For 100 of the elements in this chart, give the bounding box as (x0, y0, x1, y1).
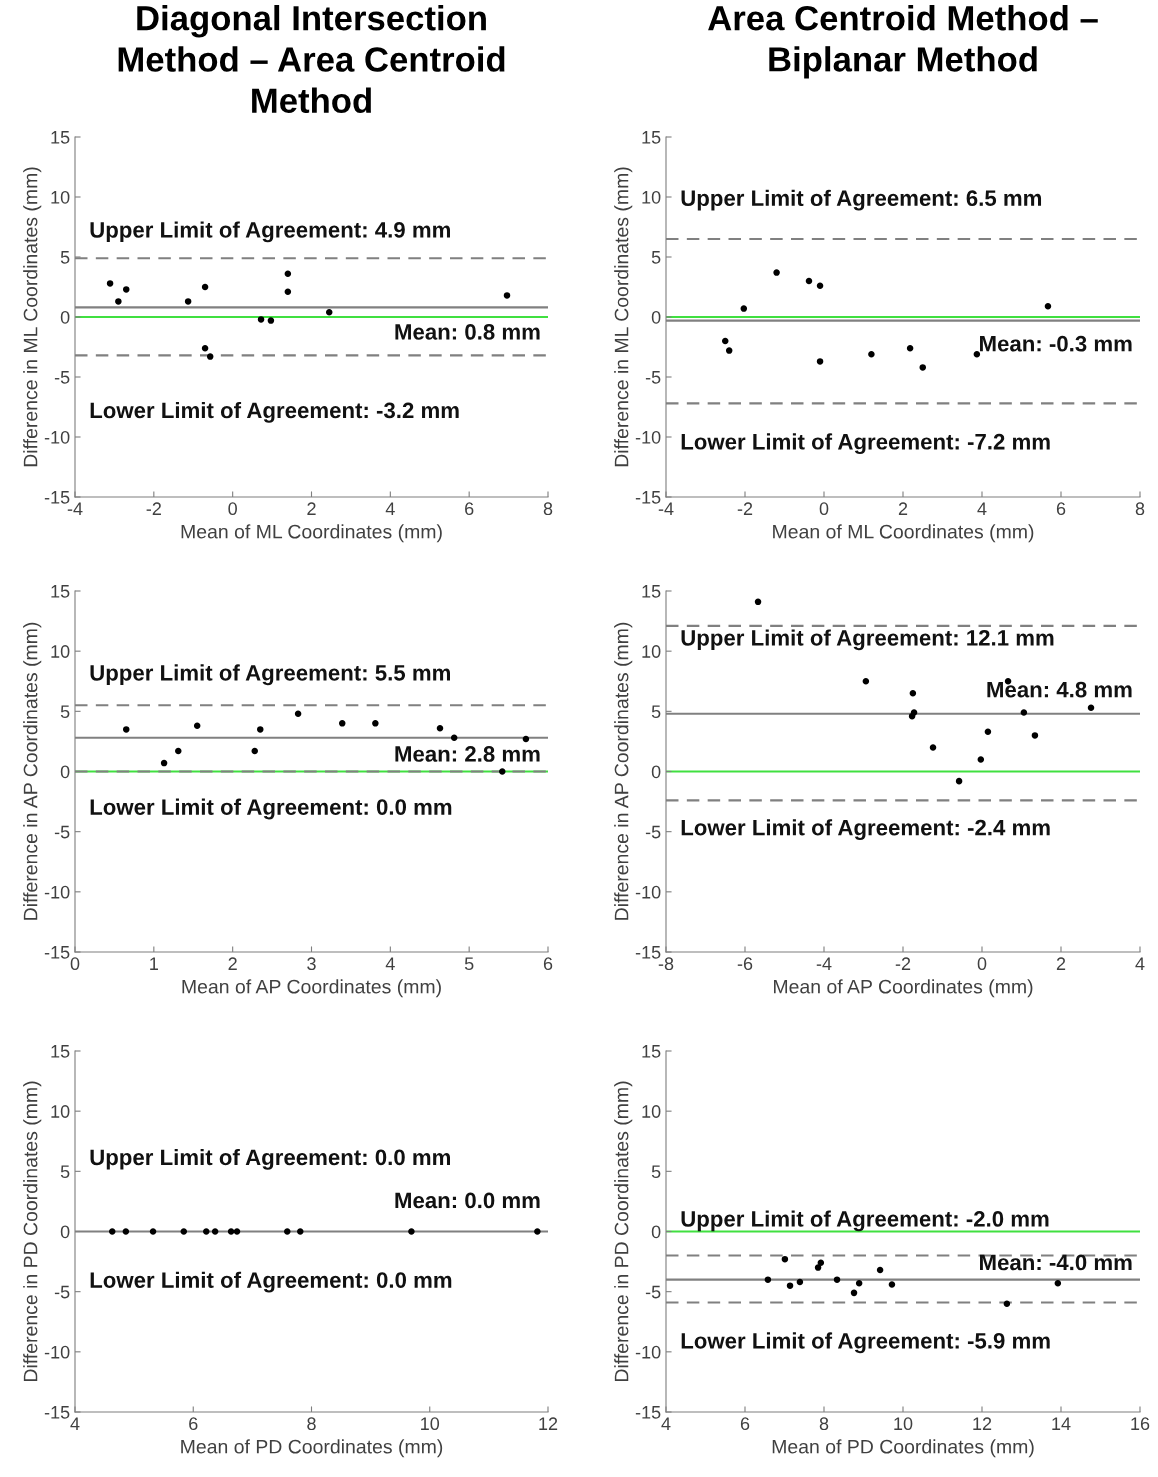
point (122, 286, 130, 293)
point (817, 1259, 825, 1267)
point (781, 1255, 789, 1263)
point (855, 1279, 863, 1287)
y-axis-title: Difference in PD Coordinates (mm) (614, 1081, 633, 1382)
x-tick-label: 8 (819, 1417, 829, 1431)
x-tick-label: 4 (977, 502, 987, 515)
y-tick-label: -5 (54, 1285, 70, 1299)
point (833, 1276, 841, 1283)
point (929, 744, 937, 751)
y-tick-label: 5 (60, 1165, 70, 1179)
y-tick-label: 10 (642, 645, 661, 658)
x-tick-label: 8 (543, 502, 553, 516)
y-tick-label: 15 (642, 1045, 661, 1058)
point (122, 726, 130, 733)
y-tick-label: -15 (635, 1406, 661, 1419)
y-tick-label: 10 (51, 1105, 70, 1118)
y-tick-label: 15 (51, 585, 70, 598)
y-tick-label: -5 (54, 371, 70, 384)
y-axis-title: Difference in AP Coordinates (mm) (614, 622, 633, 920)
x-tick-label: -4 (658, 502, 674, 515)
point (816, 358, 824, 365)
point (1031, 732, 1039, 739)
x-tick-label: 3 (307, 957, 316, 971)
y-tick-label: 10 (51, 190, 70, 204)
point (522, 735, 530, 743)
x-tick-label: 8 (307, 1417, 316, 1431)
y-tick-label: -15 (44, 491, 70, 504)
point (257, 726, 264, 733)
y-tick-label: 10 (51, 645, 70, 658)
ref-line-label: Lower Limit of Agreement: -5.9 mm (681, 1332, 1050, 1354)
point (850, 1289, 858, 1297)
y-tick-label: 15 (51, 131, 70, 144)
point (450, 734, 458, 742)
ref-line-label: Lower Limit of Agreement: -3.2 mm (90, 401, 459, 423)
x-tick-label: 10 (421, 1417, 440, 1431)
x-axis-title: Mean of AP Coordinates (mm) (182, 979, 441, 998)
y-tick-label: 15 (642, 585, 661, 598)
x-tick-label: 14 (1052, 1417, 1071, 1430)
point (786, 1282, 794, 1289)
x-tick-label: 0 (70, 957, 80, 971)
point (754, 598, 762, 606)
y-axis-title: Difference in ML Coordinates (mm) (614, 167, 633, 467)
x-tick-label: -2 (737, 502, 753, 515)
x-tick-label: -4 (816, 957, 832, 970)
x-tick-label: 6 (543, 957, 553, 971)
ref-line-label: Mean: 0.8 mm (395, 324, 540, 340)
y-tick-label: -5 (645, 825, 661, 839)
y-tick-label: -5 (645, 1285, 661, 1299)
ref-line-label: Upper Limit of Agreement: 6.5 mm (681, 189, 1042, 211)
x-tick-label: 0 (977, 957, 987, 971)
x-tick-label: 2 (307, 502, 316, 515)
chart-title: Diagonal Intersection Method – Area Centroid Method (118, 5, 505, 114)
x-tick-label: -2 (146, 502, 161, 515)
y-tick-label: 5 (651, 251, 661, 264)
ref-line-label: Upper Limit of Agreement: -2.0 mm (681, 1210, 1049, 1232)
point (267, 317, 275, 324)
x-axis-title: Mean of ML Coordinates (mm) (181, 524, 442, 543)
x-axis-title: Mean of ML Coordinates (mm) (773, 524, 1034, 543)
y-tick-label: 0 (651, 765, 661, 779)
y-tick-label: -10 (635, 885, 661, 899)
ref-line-label: Lower Limit of Agreement: -2.4 mm (681, 819, 1050, 840)
x-tick-label: 5 (464, 957, 474, 971)
y-tick-label: 5 (651, 705, 661, 719)
y-axis-title: Difference in PD Coordinates (mm) (23, 1081, 42, 1382)
y-tick-label: -10 (635, 430, 661, 444)
point (773, 269, 780, 276)
point (106, 280, 114, 287)
ref-line-label: Mean: 0.0 mm (395, 1192, 540, 1209)
y-tick-label: -15 (635, 491, 661, 504)
point (868, 350, 875, 358)
ref-line-label: Mean: -4.0 mm (980, 1254, 1132, 1271)
x-tick-label: 4 (661, 1417, 671, 1430)
y-tick-label: 0 (60, 1225, 70, 1239)
y-tick-label: 15 (51, 1045, 70, 1058)
point (193, 722, 201, 730)
point (764, 1276, 772, 1283)
annotation: Lower Limit of Agreement: 0.0 mm (90, 1271, 452, 1293)
x-tick-label: -4 (67, 502, 83, 515)
point (1020, 709, 1028, 716)
point (984, 728, 992, 736)
x-tick-label: 4 (1135, 957, 1145, 970)
ref-line-label: Upper Limit of Agreement: 4.9 mm (90, 221, 450, 243)
point (862, 677, 870, 685)
y-tick-label: 0 (651, 310, 661, 324)
point (175, 747, 182, 755)
ref-line-label: Upper Limit of Agreement: 12.1 mm (681, 629, 1054, 651)
point (338, 720, 346, 727)
x-tick-label: 4 (385, 502, 395, 515)
y-tick-label: 5 (60, 705, 70, 719)
y-tick-label: 10 (642, 190, 661, 204)
x-axis-title: Mean of PD Coordinates (mm) (181, 1439, 443, 1458)
point (436, 724, 444, 732)
x-tick-label: 0 (819, 502, 829, 516)
point (294, 710, 302, 717)
x-tick-label: 4 (70, 1417, 80, 1430)
point (1003, 1300, 1011, 1307)
point (1044, 302, 1052, 310)
point (284, 288, 292, 296)
point (251, 747, 258, 755)
